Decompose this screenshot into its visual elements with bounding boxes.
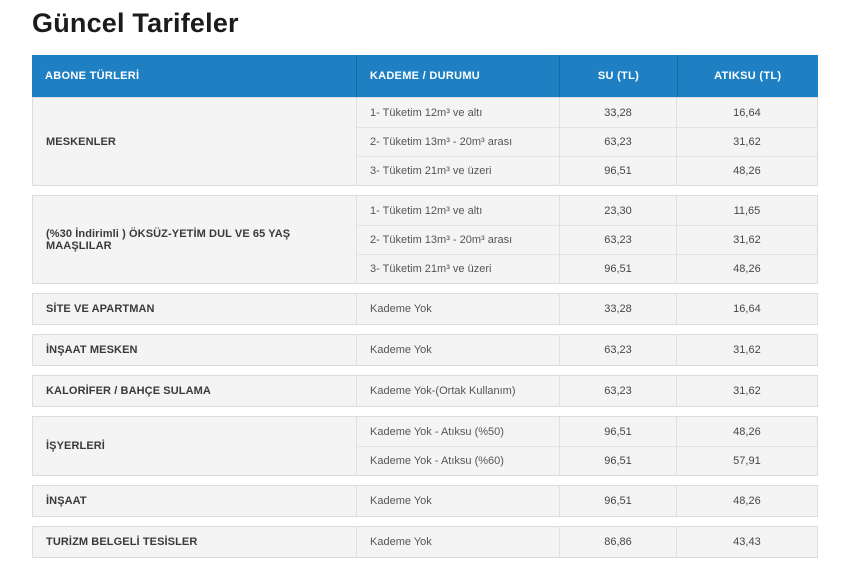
tariff-table: ABONE TÜRLERİ KADEME / DURUMU SU (TL) AT… [32, 55, 818, 558]
tariff-group-insaat-mesken: İNŞAAT MESKEN Kademe Yok 63,23 31,62 [32, 334, 818, 366]
kademe-cell: Kademe Yok - Atıksu (%50) [356, 417, 559, 446]
column-header-atiksu-tl: ATIKSU (TL) [676, 55, 818, 97]
table-row: Kademe Yok - Atıksu (%50) 96,51 48,26 [356, 417, 817, 446]
atiksu-value-cell: 11,65 [675, 196, 817, 225]
table-row: 1- Tüketim 12m³ ve altı 23,30 11,65 [356, 196, 817, 225]
atiksu-value-cell: 57,91 [675, 446, 817, 475]
su-value-cell: 63,23 [559, 127, 676, 156]
kademe-cell: 1- Tüketim 12m³ ve altı [356, 98, 559, 127]
group-label: MESKENLER [46, 135, 116, 148]
atiksu-value-cell: 48,26 [675, 417, 817, 446]
su-value-cell: 23,30 [559, 196, 676, 225]
kademe-cell: Kademe Yok [356, 335, 559, 365]
column-header-abone-turleri: ABONE TÜRLERİ [45, 70, 140, 82]
tariff-group-turizm-belgeli-tesisler: TURİZM BELGELİ TESİSLER Kademe Yok 86,86… [32, 526, 818, 558]
group-label: TURİZM BELGELİ TESİSLER [46, 536, 198, 548]
tariff-group-insaat: İNŞAAT Kademe Yok 96,51 48,26 [32, 485, 818, 517]
su-value-cell: 33,28 [559, 98, 676, 127]
table-row: Kademe Yok 63,23 31,62 [356, 335, 817, 365]
group-label: İŞYERLERİ [46, 440, 105, 452]
group-label: (%30 İndirimli ) ÖKSÜZ-YETİM DUL VE 65 Y… [46, 227, 291, 252]
atiksu-value-cell: 31,62 [675, 225, 817, 254]
su-value-cell: 96,51 [559, 156, 676, 185]
su-value-cell: 96,51 [559, 254, 676, 283]
su-value-cell: 63,23 [559, 225, 676, 254]
su-value-cell: 96,51 [559, 446, 676, 475]
table-row: 1- Tüketim 12m³ ve altı 33,28 16,64 [356, 98, 817, 127]
su-value-cell: 63,23 [559, 376, 676, 406]
table-row: Kademe Yok-(Ortak Kullanım) 63,23 31,62 [356, 376, 817, 406]
tariff-group-indirimli: (%30 İndirimli ) ÖKSÜZ-YETİM DUL VE 65 Y… [32, 195, 818, 284]
column-header-su-tl: SU (TL) [559, 55, 676, 97]
table-row: 3- Tüketim 21m³ ve üzeri 96,51 48,26 [356, 156, 817, 185]
kademe-cell: Kademe Yok [356, 486, 559, 516]
atiksu-value-cell: 48,26 [675, 156, 817, 185]
kademe-cell: 2- Tüketim 13m³ - 20m³ arası [356, 225, 560, 254]
atiksu-value-cell: 48,26 [675, 254, 817, 283]
atiksu-value-cell: 48,26 [675, 486, 817, 516]
su-value-cell: 86,86 [559, 527, 676, 557]
group-label: İNŞAAT [46, 495, 87, 507]
table-row: 3- Tüketim 21m³ ve üzeri 96,51 48,26 [356, 254, 817, 283]
atiksu-value-cell: 16,64 [675, 294, 817, 324]
su-value-cell: 96,51 [559, 486, 676, 516]
kademe-cell: Kademe Yok [356, 294, 559, 324]
atiksu-value-cell: 31,62 [675, 335, 817, 365]
atiksu-value-cell: 31,62 [675, 127, 817, 156]
kademe-cell: 1- Tüketim 12m³ ve altı [356, 196, 559, 225]
su-value-cell: 33,28 [559, 294, 676, 324]
table-row: 2- Tüketim 13m³ - 20m³ arası 63,23 31,62 [356, 225, 817, 254]
kademe-cell: Kademe Yok [356, 527, 559, 557]
kademe-cell: Kademe Yok-(Ortak Kullanım) [356, 376, 559, 406]
table-row: Kademe Yok 96,51 48,26 [356, 486, 817, 516]
table-row: Kademe Yok - Atıksu (%60) 96,51 57,91 [356, 446, 817, 475]
column-header-kademe-durumu: KADEME / DURUMU [355, 55, 560, 97]
table-row: Kademe Yok 86,86 43,43 [356, 527, 817, 557]
atiksu-value-cell: 16,64 [675, 98, 817, 127]
group-label: İNŞAAT MESKEN [46, 344, 138, 356]
kademe-cell: Kademe Yok - Atıksu (%60) [356, 446, 560, 475]
kademe-cell: 3- Tüketim 21m³ ve üzeri [356, 254, 560, 283]
tariff-group-meskenler: MESKENLER 1- Tüketim 12m³ ve altı 33,28 … [32, 97, 818, 186]
su-value-cell: 63,23 [559, 335, 676, 365]
tariff-group-isyerleri: İŞYERLERİ Kademe Yok - Atıksu (%50) 96,5… [32, 416, 818, 476]
tariff-group-kalorifer-bahce-sulama: KALORİFER / BAHÇE SULAMA Kademe Yok-(Ort… [32, 375, 818, 407]
group-label: KALORİFER / BAHÇE SULAMA [46, 385, 211, 397]
group-label: SİTE VE APARTMAN [46, 303, 155, 315]
atiksu-value-cell: 31,62 [675, 376, 817, 406]
table-row: Kademe Yok 33,28 16,64 [356, 294, 817, 324]
tariff-group-site-ve-apartman: SİTE VE APARTMAN Kademe Yok 33,28 16,64 [32, 293, 818, 325]
page-title: Güncel Tarifeler [32, 8, 239, 38]
table-row: 2- Tüketim 13m³ - 20m³ arası 63,23 31,62 [356, 127, 817, 156]
atiksu-value-cell: 43,43 [675, 527, 817, 557]
su-value-cell: 96,51 [559, 417, 676, 446]
kademe-cell: 3- Tüketim 21m³ ve üzeri [356, 156, 560, 185]
table-header-row: ABONE TÜRLERİ KADEME / DURUMU SU (TL) AT… [32, 55, 818, 97]
kademe-cell: 2- Tüketim 13m³ - 20m³ arası [356, 127, 560, 156]
